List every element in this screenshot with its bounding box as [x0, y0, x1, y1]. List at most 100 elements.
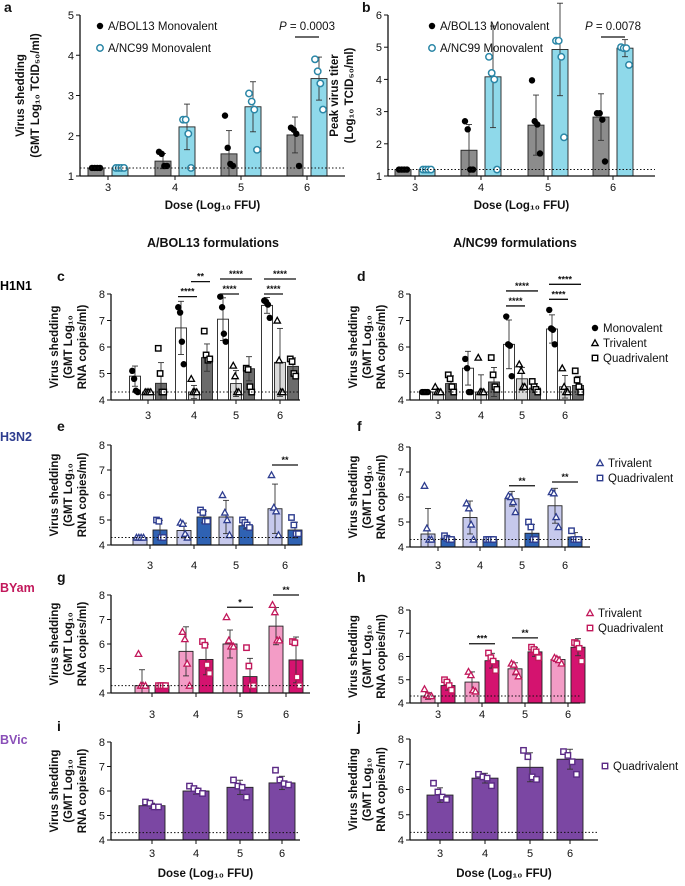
data-point [422, 523, 432, 532]
y-axis-label: RNA copies/ml) [376, 305, 388, 390]
panel-h: h Virus shedding (GMT Log₁₀ RNA copies/ml) 4… [348, 569, 586, 721]
panel-letter: i [57, 718, 61, 734]
x-tick-label: 3 [145, 410, 151, 422]
data-point [293, 673, 301, 681]
data-point [533, 776, 540, 783]
y-axis-label: (Log₁₀ TCID₅₀/ml) [344, 47, 356, 143]
data-point [524, 753, 532, 761]
y-axis-label: (GMT Log₁₀ [63, 612, 75, 676]
x-tick-label: 4 [191, 410, 197, 422]
data-point [462, 498, 471, 507]
p-value-text: = 0.0003 [287, 21, 335, 33]
significance-label: ** [521, 628, 529, 638]
y-tick-label: 4 [398, 542, 404, 554]
data-point [511, 667, 521, 675]
y-tick-label: 8 [99, 440, 105, 452]
data-point [204, 517, 211, 525]
y-tick-label: 3 [68, 91, 74, 103]
data-point [571, 367, 579, 375]
row-label-h3n2: H3N2 [0, 430, 32, 444]
data-point [560, 748, 567, 756]
x-axis-label: Dose (Log₁₀ FFU) [165, 200, 261, 212]
y-tick-label: 1 [68, 171, 74, 183]
data-point [187, 164, 195, 172]
x-axis-label: Dose (Log₁₀ FFU) [158, 868, 254, 880]
data-point [228, 361, 238, 369]
data-point [199, 509, 207, 516]
y-tick-label: 4 [68, 50, 74, 62]
x-tick-label: 6 [567, 848, 573, 860]
data-point [625, 60, 633, 69]
data-point [199, 790, 206, 797]
panel-a: a Virus shedding (GMT Log₁₀ TCID₅₀/ml) 1 2 3 4… [4, 0, 345, 212]
y-tick-label: 7 [99, 762, 105, 774]
data-point [230, 371, 240, 380]
legend-gh: Trivalent Quadrivalent [585, 608, 664, 635]
y-tick-label: 8 [99, 737, 105, 749]
p-value-text: = 0.0078 [593, 21, 641, 33]
significance-label: * [238, 597, 242, 607]
data-point [514, 671, 523, 680]
row-label-h1n1: H1N1 [0, 279, 32, 293]
data-point [267, 470, 276, 479]
x-axis-label: Dose (Log₁₀ FFU) [474, 200, 570, 212]
data-point [292, 372, 300, 380]
data-point [511, 507, 520, 516]
x-tick-label: 4 [193, 709, 199, 721]
y-tick-label: 5 [398, 675, 404, 687]
legend-label: Trivalent [603, 338, 647, 350]
data-point [217, 293, 224, 300]
data-point [596, 110, 603, 117]
y-tick-label: 6 [99, 490, 105, 502]
y-tick-label: 5 [398, 517, 404, 529]
y-tick-label: 5 [68, 10, 74, 22]
data-point [557, 52, 566, 61]
y-axis-label: (GMT Log₁₀ [362, 465, 374, 529]
y-tick-label: 7 [398, 628, 404, 640]
data-point [268, 600, 277, 609]
data-point [532, 648, 540, 656]
data-point [229, 641, 238, 650]
data-point [471, 686, 480, 695]
data-point [291, 639, 299, 647]
panel-e: e Virus shedding (GMT Log₁₀ RNA copies/ml) 4… [49, 418, 303, 572]
panel-f: f Virus shedding (GMT Log₁₀ RNA copies/ml) 4… [348, 418, 590, 572]
data-point [514, 359, 524, 368]
panel-letter: a [4, 0, 12, 15]
data-point [245, 662, 253, 670]
data-point [246, 524, 253, 531]
y-axis-label: RNA copies/ml) [77, 305, 89, 390]
data-point [206, 355, 214, 363]
data-point [466, 670, 476, 679]
x-tick-label: 6 [562, 410, 568, 422]
data-point [536, 150, 544, 157]
data-point [489, 657, 497, 665]
data-point [554, 36, 563, 45]
data-point [578, 657, 585, 665]
x-tick-label: 3 [435, 560, 441, 572]
legend-label: A/BOL13 Monovalent [108, 21, 218, 33]
legend-marker-icon [591, 324, 599, 332]
data-point [420, 481, 429, 489]
row-label-bvic: BVic [0, 733, 28, 747]
x-tick-label: 4 [482, 848, 488, 860]
data-point [154, 344, 162, 352]
legend-label: Monovalent [603, 323, 663, 335]
y-tick-label: 8 [398, 734, 404, 746]
y-axis-label: Virus shedding [348, 615, 360, 698]
data-point [272, 315, 282, 324]
y-tick-label: 6 [99, 639, 105, 651]
p-value-symbol: P [585, 21, 593, 33]
panel-letter: e [57, 418, 65, 434]
legend-marker-icon [96, 22, 104, 30]
data-point [622, 44, 631, 53]
y-axis-label: (GMT Log₁₀ [362, 758, 374, 822]
legend-label: Quadrivalent [598, 623, 664, 635]
legend-ef: Trivalent Quadrivalent [595, 458, 674, 485]
y-tick-label: 4 [99, 835, 105, 847]
data-point [508, 497, 518, 506]
data-point [560, 133, 568, 142]
panel-letter: d [357, 268, 366, 284]
significance-label: ** [197, 272, 205, 282]
data-point [266, 314, 273, 322]
